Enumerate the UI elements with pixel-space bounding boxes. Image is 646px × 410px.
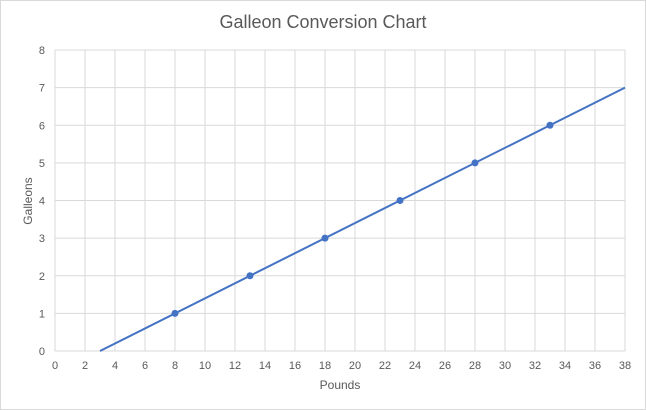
x-tick-label: 32: [529, 360, 541, 372]
data-point: [546, 121, 554, 129]
trendline: [99, 86, 626, 352]
data-point: [471, 159, 479, 167]
y-tick-label: 0: [39, 346, 45, 358]
x-tick-label: 10: [199, 360, 211, 372]
y-tick-label: 1: [39, 308, 45, 320]
data-points: [171, 121, 554, 317]
x-tick-label: 26: [439, 360, 451, 372]
x-tick-label: 36: [589, 360, 601, 372]
y-tick-label: 5: [39, 158, 45, 170]
x-tick-label: 24: [409, 360, 421, 372]
x-axis-title: Pounds: [320, 378, 361, 392]
chart-title: Galleon Conversion Chart: [219, 12, 426, 32]
x-tick-label: 0: [52, 360, 58, 372]
x-tick-label: 28: [469, 360, 481, 372]
y-tick-label: 2: [39, 271, 45, 283]
x-tick-label: 20: [349, 360, 361, 372]
x-tick-label: 16: [289, 360, 301, 372]
y-tick-label: 3: [39, 233, 45, 245]
data-point: [321, 234, 329, 242]
x-tick-label: 12: [229, 360, 241, 372]
y-tick-label: 6: [39, 120, 45, 132]
x-tick-label: 18: [319, 360, 331, 372]
x-tick-label: 30: [499, 360, 511, 372]
x-tick-label: 4: [112, 360, 118, 372]
y-tick-label: 7: [39, 83, 45, 95]
grid-lines: [54, 49, 626, 352]
data-point: [396, 197, 404, 204]
trendline-layer: [99, 86, 626, 352]
data-point: [171, 309, 179, 317]
x-tick-label: 6: [142, 360, 148, 372]
data-point: [246, 272, 254, 280]
tick-labels: 0 2 4 6 8 10 12 14 16 18 20 22 24 26 28 30 32 34 36 3801234…: [39, 45, 631, 372]
x-tick-label: 2: [82, 360, 88, 372]
x-tick-label: 38: [619, 360, 631, 372]
y-axis-title: Galleons: [21, 177, 35, 224]
y-tick-label: 8: [39, 45, 45, 57]
y-tick-label: 4: [39, 196, 45, 208]
x-tick-label: 8: [172, 360, 178, 372]
x-tick-label: 14: [259, 360, 271, 372]
x-tick-label: 34: [559, 360, 571, 372]
x-tick-label: 22: [379, 360, 391, 372]
